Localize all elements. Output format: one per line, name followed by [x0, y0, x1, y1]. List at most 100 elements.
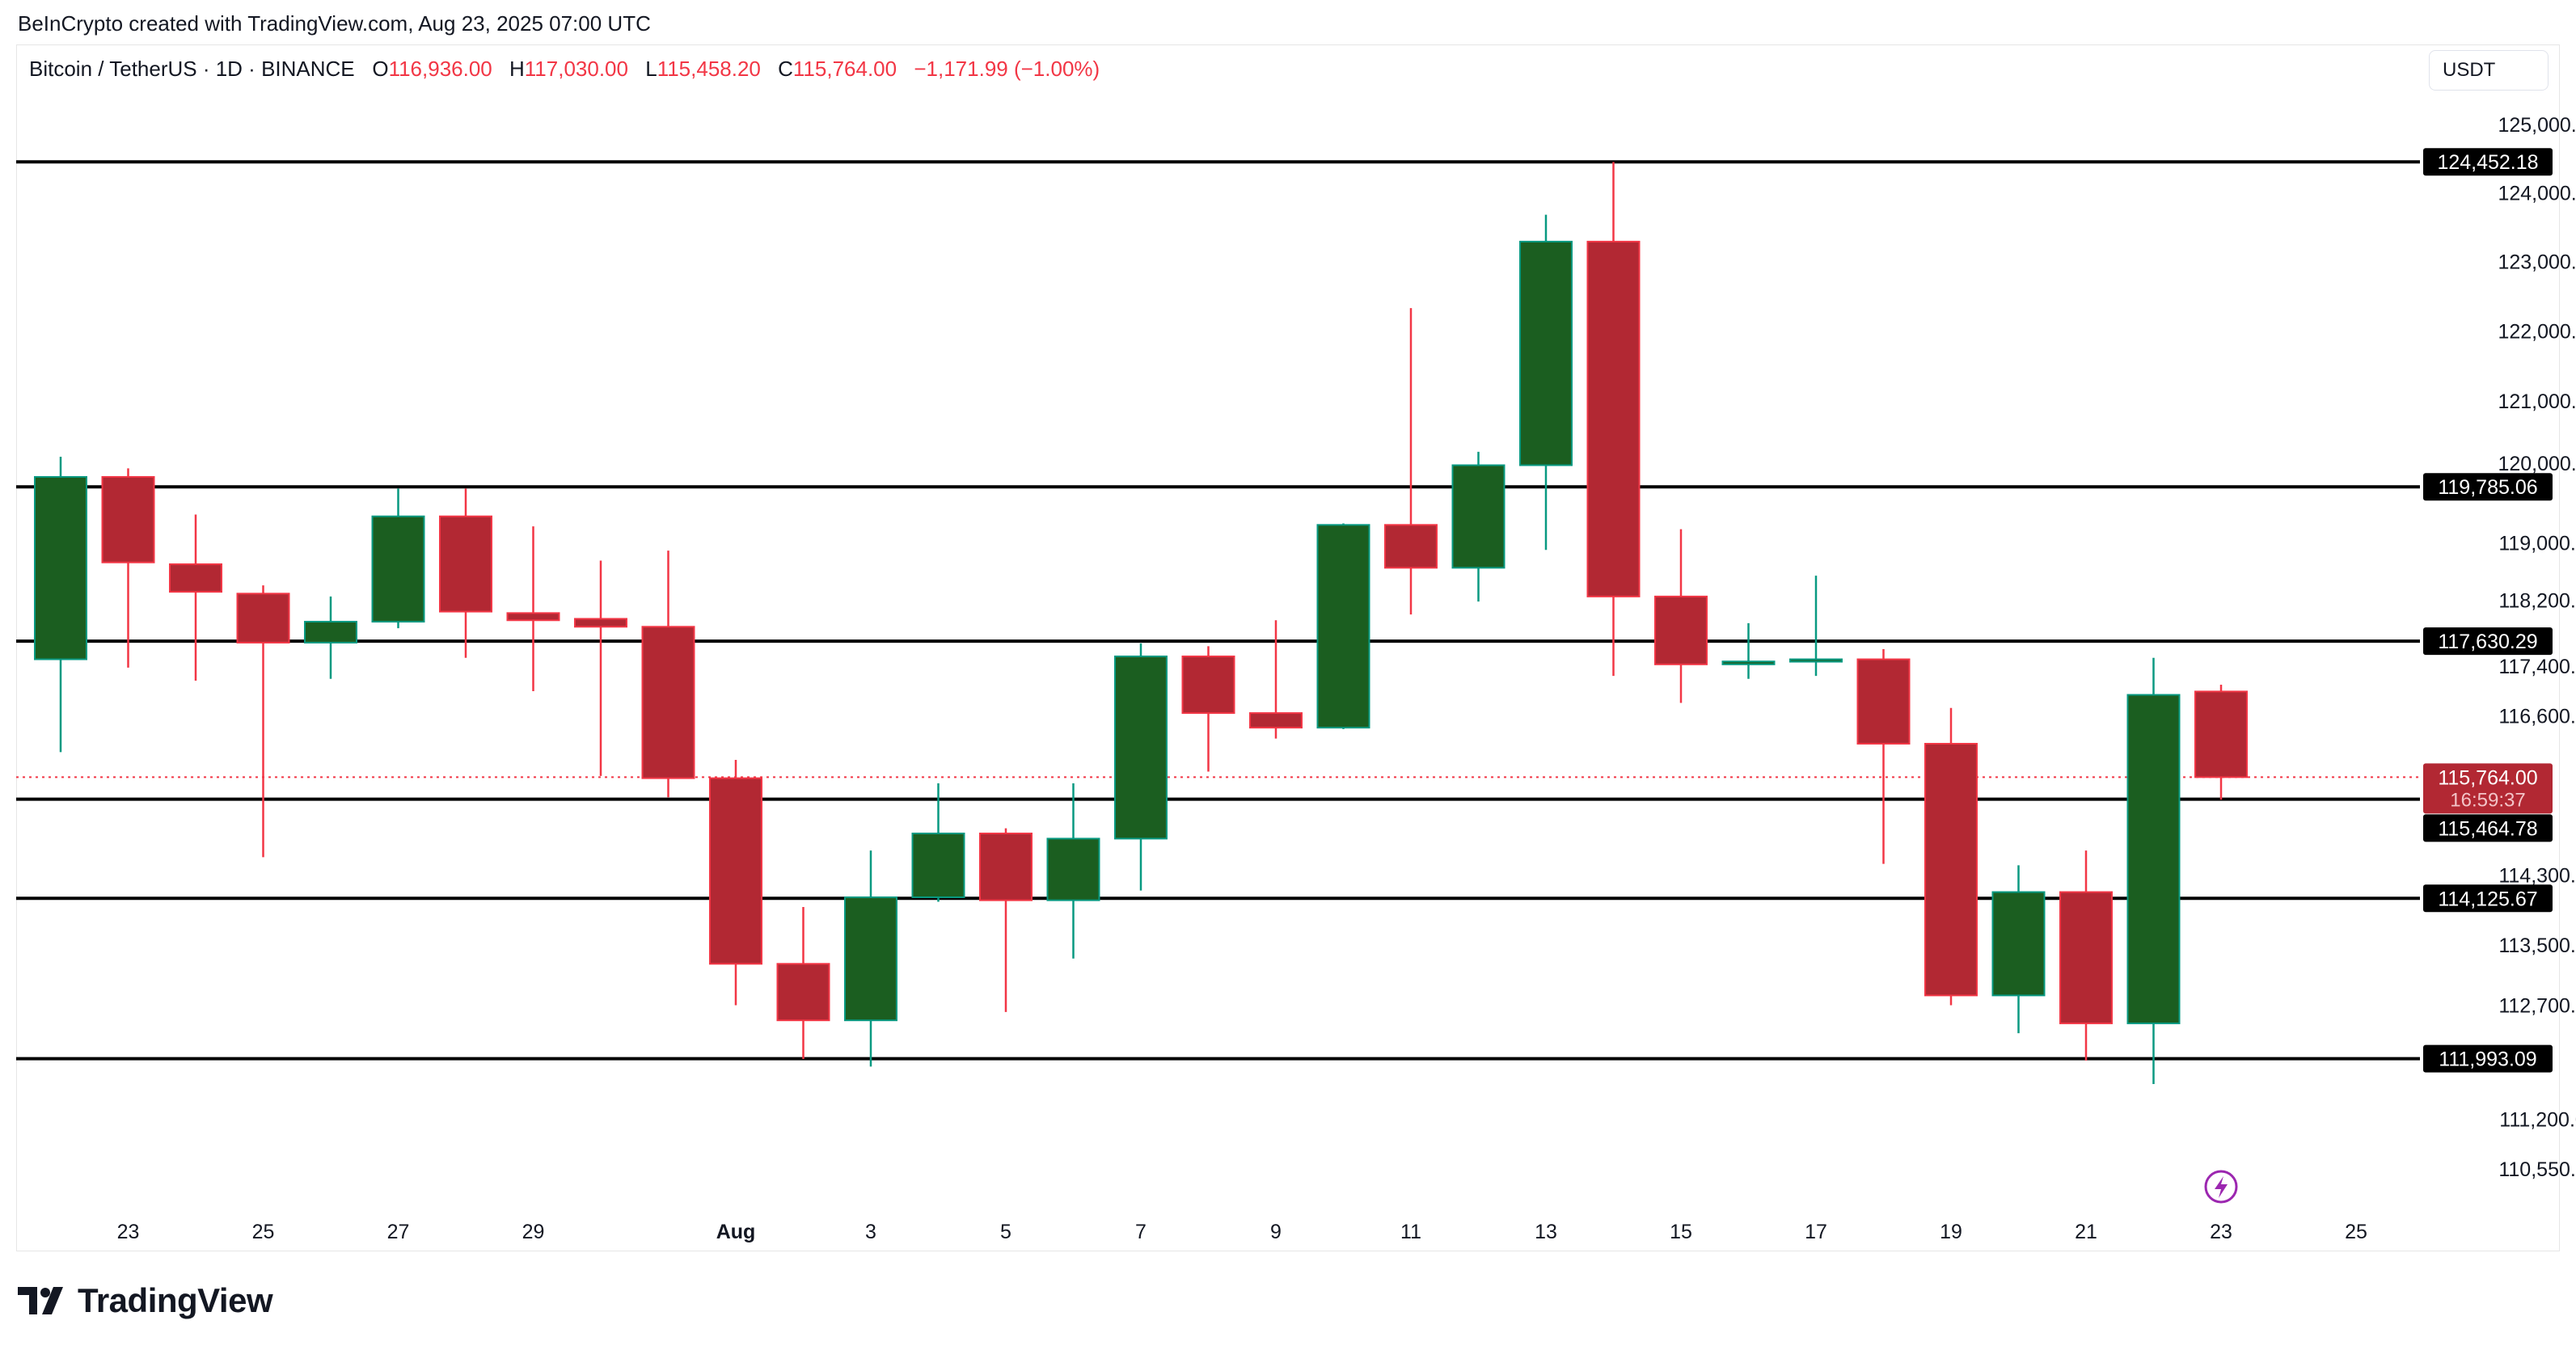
y-tick-label: 112,700.00 — [2498, 994, 2576, 1017]
candle-body — [101, 475, 155, 563]
candle-body — [1991, 891, 2046, 997]
currency-label: USDT — [2443, 59, 2496, 81]
x-tick-label: 23 — [2210, 1221, 2232, 1243]
high-label: H — [509, 57, 525, 81]
x-tick-label: 7 — [1135, 1221, 1147, 1243]
x-tick-label: 5 — [1000, 1221, 1011, 1243]
x-tick-label: 15 — [1670, 1221, 1692, 1243]
candle-body — [911, 833, 965, 898]
last-price-label-bg — [2423, 763, 2553, 814]
open-value: 116,936.00 — [388, 57, 492, 81]
candle-body — [709, 777, 762, 965]
chart-frame — [16, 44, 2560, 1251]
y-tick-label: 123,000.00 — [2498, 251, 2576, 274]
level-price-label-bg — [2423, 148, 2553, 176]
level-price-label-bg — [2423, 1044, 2553, 1073]
tradingview-logo[interactable]: TradingView — [18, 1281, 273, 1320]
candle-body — [574, 618, 627, 628]
x-tick-label: 9 — [1270, 1221, 1282, 1243]
x-tick-label: 17 — [1805, 1221, 1827, 1243]
candle-body — [1856, 658, 1911, 745]
x-tick-label: 19 — [1940, 1221, 1962, 1243]
open-label: O — [372, 57, 389, 81]
candle-body — [1586, 240, 1641, 597]
level-price-label-bg — [2423, 627, 2553, 656]
y-tick-label: 122,000.00 — [2498, 321, 2576, 344]
y-tick-label: 118,200.00 — [2498, 589, 2576, 612]
y-tick-label: 117,400.00 — [2498, 656, 2576, 678]
close-label: C — [778, 57, 793, 81]
candle-body — [2194, 690, 2248, 778]
candle-body — [776, 963, 830, 1022]
close-value: 115,764.00 — [792, 57, 897, 81]
candle-body — [1316, 524, 1370, 729]
candle-body — [1249, 712, 1303, 729]
level-price-label-bg — [2423, 814, 2553, 842]
candle-body — [1654, 595, 1708, 665]
high-value: 117,030.00 — [524, 57, 628, 81]
level-price-label: 115,464.78 — [2438, 817, 2537, 840]
low-value: 115,458.20 — [657, 57, 761, 81]
level-price-label-bg — [2423, 473, 2553, 501]
y-tick-label: 125,000.00 — [2498, 114, 2576, 137]
candle-body — [1046, 837, 1100, 901]
candle-body — [641, 626, 695, 779]
x-tick-label: 25 — [252, 1221, 275, 1243]
candle-body — [371, 515, 425, 623]
candle-body — [844, 896, 897, 1022]
chart-credit: BeInCrypto created with TradingView.com,… — [18, 11, 651, 36]
level-price-label: 111,993.09 — [2439, 1048, 2536, 1071]
x-tick-label: 27 — [387, 1221, 410, 1243]
y-tick-label: 116,600.00 — [2498, 706, 2576, 728]
x-tick-label: 29 — [522, 1221, 545, 1243]
candle-body — [34, 475, 87, 660]
y-tick-label: 113,500.00 — [2498, 934, 2576, 957]
candle-body — [169, 563, 222, 593]
candle-body — [236, 593, 290, 643]
candle-body — [1721, 660, 1776, 665]
y-tick-label: 124,000.00 — [2498, 182, 2576, 205]
candle-body — [1114, 655, 1168, 840]
candle-body — [506, 612, 560, 622]
lightning-icon[interactable] — [2204, 1170, 2238, 1204]
candle-body — [1789, 658, 1843, 663]
candle-body — [439, 515, 492, 613]
x-tick-label: 3 — [865, 1221, 876, 1243]
level-price-label-bg — [2423, 884, 2553, 913]
y-tick-label: 120,000.00 — [2498, 453, 2576, 475]
last-price-label: 115,764.00 — [2438, 766, 2537, 789]
low-label: L — [645, 57, 657, 81]
candle-body — [979, 833, 1033, 901]
x-tick-label: 23 — [117, 1221, 140, 1243]
candle-body — [1384, 524, 1438, 569]
brand-name: TradingView — [78, 1281, 273, 1319]
y-tick-label: 119,000.00 — [2498, 532, 2576, 555]
change-value: −1,171.99 (−1.00%) — [914, 57, 1100, 81]
candle-body — [1924, 743, 1978, 997]
x-tick-label: 11 — [1400, 1221, 1421, 1243]
level-price-label: 119,785.06 — [2438, 476, 2537, 499]
y-tick-label: 114,300.00 — [2498, 864, 2576, 887]
x-tick-label: 13 — [1535, 1221, 1557, 1243]
candle-body — [304, 621, 357, 643]
level-price-label: 117,630.29 — [2438, 631, 2537, 653]
level-price-label: 124,452.18 — [2437, 151, 2538, 174]
x-tick-label: 21 — [2075, 1221, 2097, 1243]
bar-countdown: 16:59:37 — [2450, 789, 2525, 811]
symbol-name[interactable]: Bitcoin / TetherUS · 1D · BINANCE — [29, 57, 355, 81]
y-tick-label: 121,000.00 — [2498, 390, 2576, 413]
x-tick-label: Aug — [716, 1221, 756, 1243]
lightning-bolt-icon — [2215, 1176, 2228, 1198]
candle-body — [1451, 464, 1505, 569]
level-price-label: 114,125.67 — [2438, 888, 2537, 910]
y-tick-label: 110,550.00 — [2498, 1158, 2576, 1181]
candle-body — [2059, 891, 2113, 1024]
currency-button[interactable]: USDT — [2429, 50, 2549, 91]
candle-body — [1519, 240, 1573, 466]
candle-body — [1181, 655, 1235, 715]
symbol-legend: Bitcoin / TetherUS · 1D · BINANCE O116,9… — [29, 57, 1111, 82]
x-tick-label: 25 — [2345, 1221, 2367, 1243]
y-tick-label: 111,200.00 — [2499, 1108, 2576, 1131]
candle-body — [2126, 694, 2181, 1024]
